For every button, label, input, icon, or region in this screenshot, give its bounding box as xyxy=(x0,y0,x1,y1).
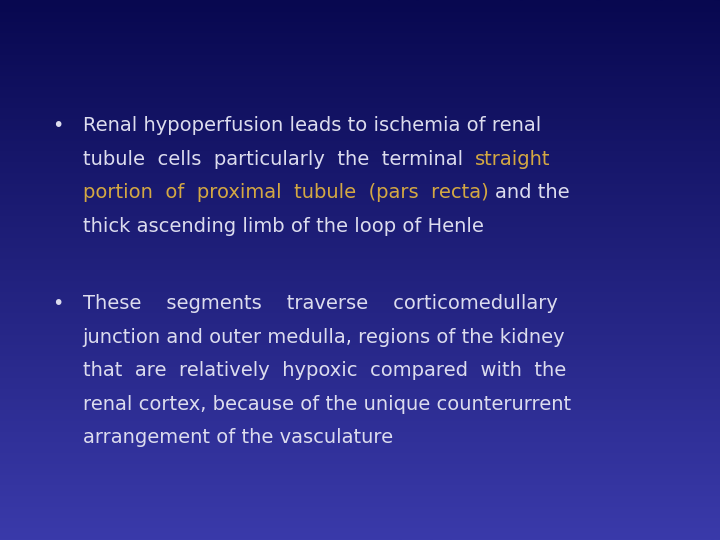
Text: tubule  cells  particularly  the  terminal: tubule cells particularly the terminal xyxy=(83,150,475,168)
Text: renal cortex, because of the unique counterurrent: renal cortex, because of the unique coun… xyxy=(83,395,571,414)
Text: straight: straight xyxy=(475,150,551,168)
Text: These    segments    traverse    corticomedullary: These segments traverse corticomedullary xyxy=(83,294,558,313)
Text: junction and outer medulla, regions of the kidney: junction and outer medulla, regions of t… xyxy=(83,328,565,347)
Text: and the: and the xyxy=(495,183,570,202)
Text: •: • xyxy=(52,294,63,313)
Text: arrangement of the vasculature: arrangement of the vasculature xyxy=(83,428,393,447)
Text: thick ascending limb of the loop of Henle: thick ascending limb of the loop of Henl… xyxy=(83,217,484,235)
Text: •: • xyxy=(52,116,63,135)
Text: portion  of  proximal  tubule  (pars  recta): portion of proximal tubule (pars recta) xyxy=(83,183,495,202)
Text: that  are  relatively  hypoxic  compared  with  the: that are relatively hypoxic compared wit… xyxy=(83,361,566,380)
Text: Renal hypoperfusion leads to ischemia of renal: Renal hypoperfusion leads to ischemia of… xyxy=(83,116,541,135)
